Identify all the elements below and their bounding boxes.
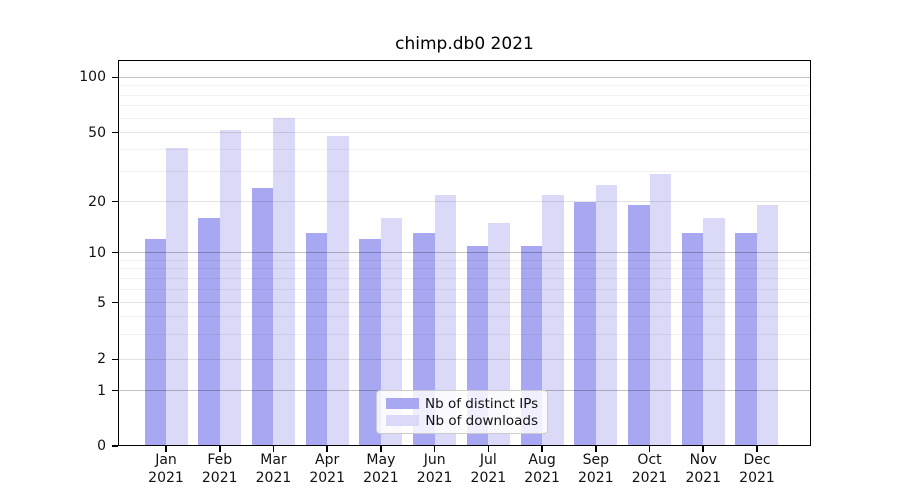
legend: Nb of distinct IPs Nb of downloads — [376, 390, 548, 434]
gridline-y-40 — [118, 149, 811, 150]
gridline-y-5 — [118, 302, 811, 304]
legend-entry-distinct-ips: Nb of distinct IPs — [386, 396, 538, 412]
bar-downloads-oct — [649, 173, 672, 446]
gridline-y-70 — [118, 105, 811, 107]
bar-distinct-ips-nov — [681, 233, 704, 446]
x-tick-label: Oct 2021 — [631, 452, 668, 486]
x-tick-label: Feb 2021 — [201, 452, 238, 486]
legend-label-distinct-ips: Nb of distinct IPs — [425, 395, 539, 412]
y-tick-mark — [112, 131, 118, 134]
x-tick-label: Sep 2021 — [577, 452, 614, 486]
x-tick-label: Dec 2021 — [739, 452, 775, 486]
x-tick-mark — [165, 446, 167, 452]
gridline-y-80 — [118, 94, 811, 96]
bar-downloads-jun — [434, 194, 457, 446]
y-tick-label: 0 — [97, 438, 106, 454]
legend-swatch-downloads — [386, 415, 419, 426]
gridline-y-100 — [118, 76, 811, 78]
gridline-y-50 — [118, 132, 811, 134]
gridline-y-8 — [118, 268, 811, 270]
x-tick-label: Aug 2021 — [524, 452, 560, 486]
chart-title: chimp.db0 2021 — [395, 34, 534, 54]
bar-distinct-ips-sep — [574, 201, 596, 446]
y-tick-mark — [112, 251, 118, 254]
bar-downloads-apr — [327, 135, 349, 446]
y-tick-label: 50 — [88, 124, 106, 141]
bar-downloads-sep — [595, 184, 618, 446]
x-tick-mark — [756, 446, 758, 452]
bar-distinct-ips-apr — [305, 233, 328, 446]
gridline-y-2 — [118, 358, 811, 360]
y-tick-mark — [112, 200, 118, 203]
gridline-y-9 — [118, 259, 811, 261]
gridline-y-6 — [118, 289, 811, 291]
bar-distinct-ips-jan — [144, 239, 166, 446]
bar-downloads-may — [380, 218, 403, 446]
x-tick-mark — [648, 446, 651, 452]
x-tick-label: Nov 2021 — [685, 452, 722, 486]
gridline-y-20 — [118, 201, 811, 203]
x-tick-label: Jun 2021 — [416, 452, 453, 486]
x-tick-label: May 2021 — [363, 452, 399, 486]
grid-layer — [118, 60, 811, 446]
gridline-y-30 — [118, 170, 811, 172]
bar-distinct-ips-feb — [198, 218, 220, 446]
y-tick-label: 20 — [88, 193, 106, 210]
x-tick-mark — [218, 446, 221, 452]
bar-downloads-feb — [219, 129, 242, 446]
x-tick-mark — [541, 446, 543, 452]
x-tick-mark — [487, 446, 490, 452]
bar-distinct-ips-oct — [628, 205, 650, 446]
y-tick-mark — [112, 76, 118, 79]
y-tick-mark — [112, 301, 118, 304]
bar-distinct-ips-dec — [735, 233, 757, 446]
bar-downloads-mar — [273, 118, 295, 446]
y-tick-mark — [112, 358, 118, 361]
x-tick-mark — [272, 446, 275, 452]
gridline-y-7 — [118, 277, 811, 279]
y-tick-label: 100 — [79, 69, 106, 86]
bar-downloads-nov — [703, 218, 725, 446]
gridline-y-3 — [118, 333, 811, 335]
x-tick-mark — [433, 446, 436, 452]
y-tick-mark — [112, 445, 118, 447]
bar-downloads-jan — [166, 147, 188, 446]
x-tick-mark — [380, 446, 382, 452]
x-tick-label: Jul 2021 — [470, 452, 507, 486]
bar-downloads-aug — [542, 194, 564, 446]
gridline-y-90 — [118, 85, 811, 87]
x-tick-mark — [326, 446, 328, 452]
legend-label-downloads: Nb of downloads — [425, 412, 538, 429]
x-tick-mark — [595, 446, 597, 452]
x-tick-label: Apr 2021 — [309, 452, 345, 486]
gridline-y-10 — [118, 252, 811, 254]
x-tick-label: Mar 2021 — [255, 452, 292, 486]
y-tick-label: 5 — [97, 294, 106, 311]
y-tick-label: 10 — [88, 244, 106, 261]
gridline-y-60 — [118, 117, 811, 119]
y-tick-label: 1 — [97, 382, 106, 399]
y-tick-mark — [112, 389, 118, 392]
y-tick-label: 2 — [97, 351, 106, 368]
legend-entry-downloads: Nb of downloads — [386, 413, 538, 429]
legend-swatch-distinct-ips — [386, 398, 419, 409]
bar-distinct-ips-may — [359, 239, 381, 446]
x-tick-label: Jan 2021 — [148, 452, 184, 486]
bar-distinct-ips-mar — [251, 187, 274, 446]
gridline-y-4 — [118, 315, 811, 317]
x-tick-mark — [702, 446, 705, 452]
bar-downloads-dec — [756, 205, 779, 446]
